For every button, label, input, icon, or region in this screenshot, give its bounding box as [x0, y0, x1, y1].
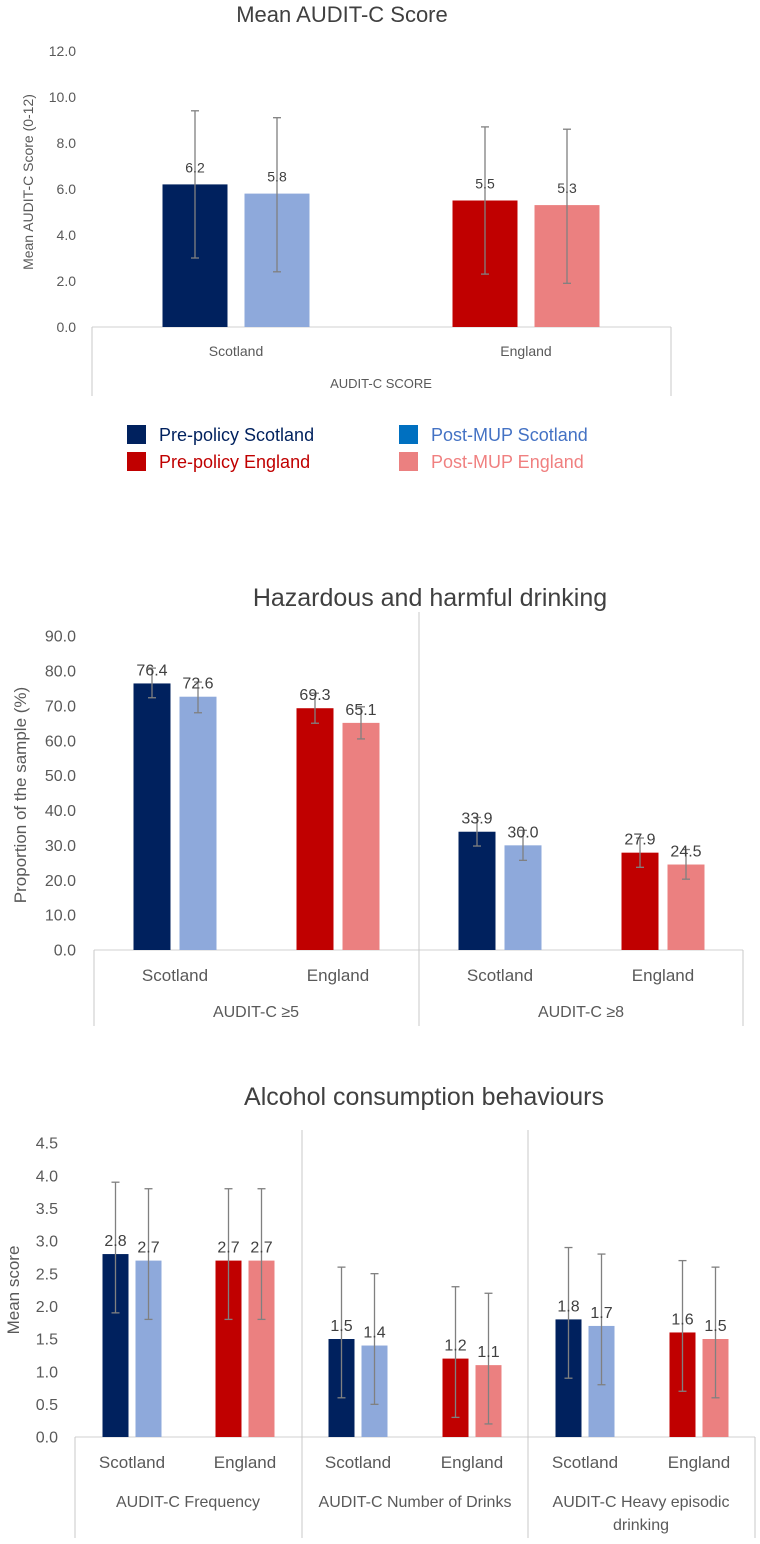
- legend-label-pre-england: Pre-policy England: [159, 452, 310, 472]
- y-tick-label: 30.0: [45, 838, 76, 855]
- data-label: 27.9: [624, 832, 655, 849]
- y-tick-label: 2.5: [36, 1266, 58, 1283]
- legend: Pre-policy Scotland Pre-policy England P…: [127, 425, 588, 472]
- category-label: England: [307, 966, 369, 985]
- data-label: 69.3: [299, 687, 330, 704]
- category-label: Scotland: [209, 343, 263, 359]
- y-axis-label: Mean score: [4, 1246, 23, 1335]
- bar: [458, 831, 496, 950]
- legend-label-post-scotland: Post-MUP Scotland: [431, 425, 588, 445]
- y-tick-label: 3.5: [36, 1201, 58, 1218]
- data-label: 65.1: [345, 702, 376, 719]
- category-label: Scotland: [142, 966, 208, 985]
- y-tick-label: 90.0: [45, 629, 76, 646]
- category-label: England: [632, 966, 694, 985]
- y-tick-label: 50.0: [45, 768, 76, 785]
- bar: [342, 722, 380, 950]
- category-label: Scotland: [552, 1453, 618, 1472]
- legend-swatch-pre-scotland: [127, 425, 146, 444]
- bar: [179, 696, 217, 950]
- y-tick-label: 10.0: [49, 89, 76, 105]
- legend-swatch-post-scotland: [399, 425, 418, 444]
- y-tick-label: 10.0: [45, 908, 76, 925]
- y-tick-label: 2.0: [36, 1299, 58, 1316]
- group-label: AUDIT-C ≥8: [538, 1004, 624, 1021]
- y-tick-label: 1.5: [36, 1332, 58, 1349]
- y-axis-label: Proportion of the sample (%): [11, 687, 30, 903]
- data-label: 6.2: [185, 159, 205, 175]
- y-tick-label: 60.0: [45, 733, 76, 750]
- y-tick-label: 4.0: [36, 1168, 58, 1185]
- data-label: 1.8: [557, 1298, 579, 1315]
- data-label: 2.7: [137, 1240, 159, 1257]
- chart-title: Mean AUDIT-C Score: [236, 2, 448, 27]
- data-label: 1.1: [477, 1344, 499, 1361]
- data-label: 5.3: [557, 180, 577, 196]
- data-label: 24.5: [670, 844, 701, 861]
- data-label: 5.8: [267, 169, 287, 185]
- data-label: 2.7: [250, 1240, 272, 1257]
- y-tick-label: 3.0: [36, 1234, 58, 1251]
- y-tick-label: 0.0: [36, 1430, 58, 1447]
- category-label: Scotland: [325, 1453, 391, 1472]
- data-label: 72.6: [182, 676, 213, 693]
- data-label: 33.9: [461, 811, 492, 828]
- data-label: 1.7: [590, 1305, 612, 1322]
- group-label: AUDIT-C Number of Drinks: [319, 1494, 512, 1511]
- data-label: 76.4: [136, 662, 167, 679]
- bar: [296, 708, 334, 950]
- chart-hazardous-harmful-drinking: Hazardous and harmful drinking Proportio…: [11, 584, 744, 1026]
- data-label: 30.0: [507, 824, 538, 841]
- y-tick-label: 6.0: [57, 181, 77, 197]
- legend-swatch-post-england: [399, 452, 418, 471]
- category-label: England: [500, 343, 551, 359]
- group-label: AUDIT-C SCORE: [330, 376, 432, 391]
- bar: [504, 845, 542, 950]
- y-tick-label: 2.0: [57, 273, 77, 289]
- bar: [621, 852, 659, 950]
- data-label: 5.5: [475, 176, 495, 192]
- y-tick-label: 4.5: [36, 1136, 58, 1153]
- y-axis-label: Mean AUDIT-C Score (0-12): [20, 94, 36, 270]
- data-label: 1.6: [671, 1311, 693, 1328]
- group-label: AUDIT-C ≥5: [213, 1004, 299, 1021]
- legend-label-pre-scotland: Pre-policy Scotland: [159, 425, 314, 445]
- data-label: 1.5: [330, 1318, 352, 1335]
- category-label: Scotland: [99, 1453, 165, 1472]
- legend-label-post-england: Post-MUP England: [431, 452, 584, 472]
- bar: [133, 683, 171, 950]
- group-label: AUDIT-C Frequency: [116, 1494, 260, 1511]
- group-label: AUDIT-C Heavy episodic: [553, 1494, 730, 1511]
- legend-swatch-pre-england: [127, 452, 146, 471]
- y-tick-label: 80.0: [45, 663, 76, 680]
- y-tick-label: 12.0: [49, 43, 76, 59]
- y-tick-label: 8.0: [57, 135, 77, 151]
- data-label: 2.8: [104, 1233, 126, 1250]
- y-tick-label: 1.0: [36, 1364, 58, 1381]
- category-label: England: [441, 1453, 503, 1472]
- y-tick-label: 40.0: [45, 803, 76, 820]
- data-label: 1.5: [704, 1318, 726, 1335]
- data-label: 1.2: [444, 1338, 466, 1355]
- chart-title: Hazardous and harmful drinking: [253, 584, 607, 612]
- y-tick-label: 70.0: [45, 698, 76, 715]
- chart-mean-audit-c-score: Mean AUDIT-C Score Mean AUDIT-C Score (0…: [20, 2, 672, 396]
- chart-title: Alcohol consumption behaviours: [244, 1083, 604, 1111]
- data-label: 2.7: [217, 1240, 239, 1257]
- category-label: England: [214, 1453, 276, 1472]
- group-label: drinking: [613, 1517, 669, 1534]
- category-label: England: [668, 1453, 730, 1472]
- data-label: 1.4: [363, 1325, 385, 1342]
- y-tick-label: 4.0: [57, 227, 77, 243]
- y-tick-label: 0.5: [36, 1397, 58, 1414]
- chart-alcohol-consumption-behaviours: Alcohol consumption behaviours Mean scor…: [4, 1083, 756, 1538]
- y-tick-label: 0.0: [57, 319, 77, 335]
- y-tick-label: 20.0: [45, 873, 76, 890]
- y-tick-label: 0.0: [54, 943, 76, 960]
- category-label: Scotland: [467, 966, 533, 985]
